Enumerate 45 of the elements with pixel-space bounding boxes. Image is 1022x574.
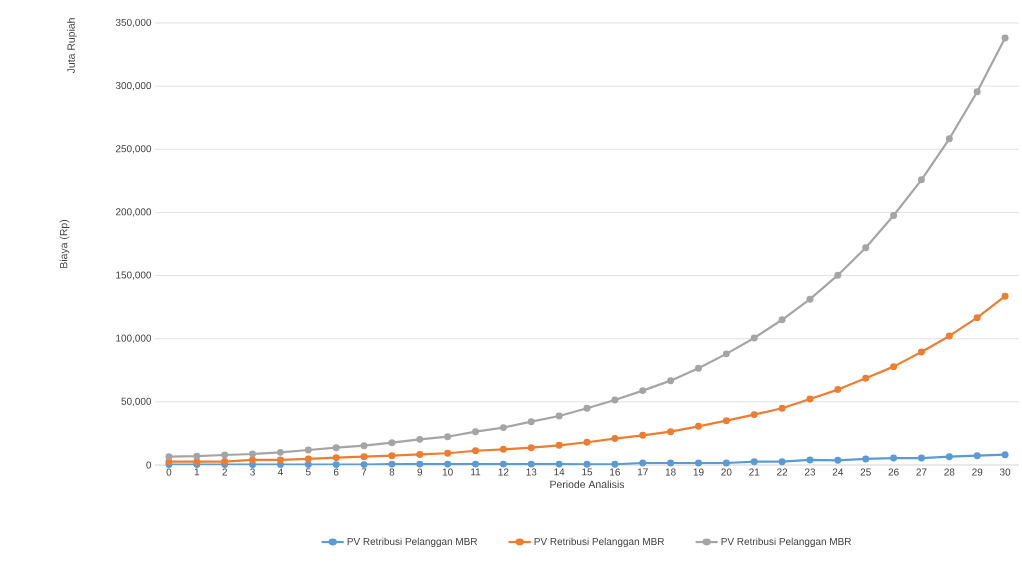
x-tick-label: 14 [554, 468, 565, 476]
y-tick-label: 250,000 [115, 145, 152, 154]
x-tick-label: 29 [972, 468, 983, 476]
x-tick-label: 4 [277, 468, 283, 476]
y-axis-title: Biaya (Rp) [59, 219, 70, 268]
x-tick-label: 16 [610, 468, 620, 476]
x-tick-label: 24 [832, 468, 844, 476]
x-axis-title: Periode Analisis [550, 480, 625, 489]
x-tick-label: 22 [777, 468, 788, 476]
x-tick-label: 15 [582, 468, 593, 476]
x-tick-label: 25 [860, 468, 871, 476]
x-tick-label: 30 [999, 468, 1011, 476]
x-tick-label: 1 [194, 468, 200, 476]
legend-label: PV Retribusi Pelanggan MBR [534, 537, 665, 547]
x-tick-label: 9 [417, 468, 423, 476]
x-tick-label: 18 [665, 468, 676, 476]
x-tick-label: 3 [250, 468, 255, 476]
x-tick-label: 26 [888, 468, 899, 476]
x-tick-label: 2 [222, 468, 227, 476]
x-tick-label: 17 [637, 468, 648, 476]
y-tick-label: 350,000 [115, 18, 152, 28]
x-tick-label: 23 [804, 468, 816, 476]
x-tick-label: 27 [916, 468, 927, 476]
y-tick-label: 150,000 [116, 271, 152, 280]
y-tick-label: 300,000 [115, 82, 152, 91]
text: Juta Rupiah [67, 18, 77, 74]
y-tick-label: 0 [146, 461, 152, 469]
legend-label: PV Retribusi Pelanggan MBR [721, 537, 851, 547]
y-tick-label: 50,000 [121, 397, 152, 406]
x-tick-label: 12 [498, 468, 509, 476]
y-tick-label: 100,000 [116, 334, 152, 343]
x-tick-label: 7 [361, 468, 367, 476]
x-tick-label: 28 [944, 468, 955, 476]
x-tick-label: 11 [471, 468, 481, 476]
x-tick-label: 8 [389, 468, 395, 476]
x-tick-label: 0 [166, 468, 172, 476]
x-tick-label: 5 [305, 468, 311, 476]
y-tick-label: 200,000 [115, 208, 152, 217]
x-tick-label: 19 [693, 468, 704, 476]
x-tick-label: 21 [749, 468, 760, 476]
x-tick-label: 6 [333, 468, 339, 476]
x-tick-label: 20 [721, 468, 732, 476]
x-tick-label: 13 [526, 468, 537, 476]
legend-label: PV Retribusi Pelanggan MBR [347, 537, 478, 547]
x-tick-label: 10 [442, 468, 453, 476]
